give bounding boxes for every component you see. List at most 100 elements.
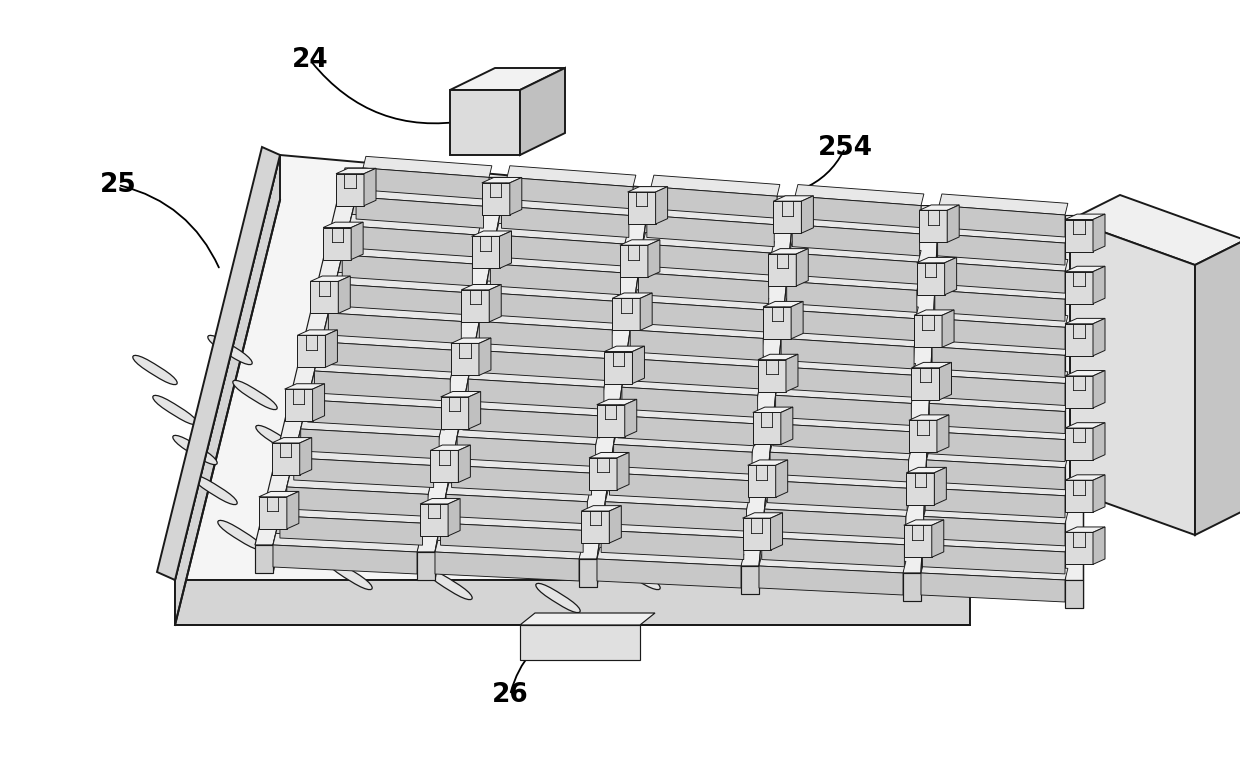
Polygon shape [935, 278, 1068, 299]
Polygon shape [765, 497, 909, 517]
Polygon shape [909, 420, 937, 452]
Polygon shape [639, 272, 769, 304]
Polygon shape [446, 494, 588, 523]
Polygon shape [417, 178, 507, 552]
Polygon shape [332, 391, 377, 420]
Polygon shape [208, 336, 252, 365]
Polygon shape [342, 255, 472, 286]
Polygon shape [618, 452, 629, 490]
Polygon shape [310, 282, 339, 314]
Polygon shape [255, 425, 300, 455]
Polygon shape [773, 412, 913, 432]
Polygon shape [300, 438, 311, 475]
Polygon shape [480, 321, 613, 352]
Polygon shape [936, 250, 1068, 271]
Polygon shape [801, 196, 813, 233]
Polygon shape [925, 477, 1068, 496]
Polygon shape [272, 438, 311, 443]
Polygon shape [627, 415, 672, 445]
Polygon shape [673, 505, 717, 535]
Polygon shape [792, 224, 920, 256]
Polygon shape [935, 291, 1065, 321]
Polygon shape [773, 423, 910, 454]
Polygon shape [926, 449, 1068, 468]
Polygon shape [1065, 475, 1105, 480]
Polygon shape [458, 436, 595, 466]
Polygon shape [351, 222, 363, 259]
Polygon shape [582, 511, 609, 543]
Polygon shape [507, 166, 636, 187]
Polygon shape [480, 310, 615, 330]
Polygon shape [929, 391, 1068, 411]
Polygon shape [937, 234, 1065, 265]
Polygon shape [786, 270, 920, 291]
Polygon shape [496, 224, 627, 244]
Polygon shape [294, 446, 436, 465]
Polygon shape [769, 254, 796, 286]
Polygon shape [308, 388, 448, 408]
Polygon shape [490, 264, 620, 295]
Polygon shape [784, 298, 919, 319]
Polygon shape [570, 470, 615, 500]
Polygon shape [548, 425, 593, 455]
Polygon shape [923, 545, 1065, 574]
Polygon shape [596, 559, 742, 588]
Polygon shape [937, 415, 949, 452]
Polygon shape [916, 262, 945, 295]
Polygon shape [273, 545, 417, 574]
Polygon shape [579, 187, 651, 559]
Polygon shape [935, 468, 946, 505]
Polygon shape [300, 429, 439, 459]
Polygon shape [919, 211, 947, 243]
Polygon shape [605, 502, 746, 531]
Polygon shape [942, 310, 954, 347]
Polygon shape [342, 243, 475, 264]
Polygon shape [923, 533, 1068, 552]
Polygon shape [466, 450, 510, 480]
Polygon shape [450, 90, 520, 155]
Polygon shape [775, 384, 914, 404]
Polygon shape [420, 498, 460, 504]
Polygon shape [420, 504, 448, 536]
Polygon shape [911, 362, 951, 368]
Polygon shape [324, 227, 351, 259]
Polygon shape [339, 276, 350, 314]
Polygon shape [921, 205, 939, 601]
Polygon shape [315, 359, 453, 379]
Polygon shape [1065, 423, 1105, 428]
Polygon shape [769, 249, 808, 254]
Polygon shape [934, 307, 1068, 327]
Polygon shape [280, 504, 425, 523]
Polygon shape [378, 481, 422, 510]
Polygon shape [753, 407, 792, 413]
Polygon shape [743, 513, 782, 518]
Polygon shape [312, 384, 325, 421]
Polygon shape [924, 505, 1068, 524]
Polygon shape [280, 516, 423, 546]
Polygon shape [795, 196, 921, 227]
Polygon shape [790, 241, 921, 262]
Polygon shape [284, 384, 325, 389]
Polygon shape [932, 335, 1068, 356]
Polygon shape [936, 262, 1065, 293]
Polygon shape [273, 533, 420, 552]
Polygon shape [1092, 214, 1105, 252]
Polygon shape [418, 360, 463, 390]
Polygon shape [308, 400, 445, 430]
Polygon shape [1065, 266, 1105, 272]
Polygon shape [365, 169, 376, 206]
Polygon shape [781, 407, 792, 445]
Text: 254: 254 [817, 135, 873, 161]
Polygon shape [430, 445, 470, 450]
Polygon shape [926, 460, 1065, 490]
Polygon shape [501, 206, 629, 237]
Polygon shape [324, 222, 363, 227]
Polygon shape [931, 520, 944, 557]
Polygon shape [1070, 195, 1240, 265]
Polygon shape [485, 293, 616, 324]
Polygon shape [759, 566, 903, 595]
Polygon shape [327, 560, 372, 590]
Polygon shape [614, 445, 753, 475]
Polygon shape [748, 460, 787, 465]
Polygon shape [450, 68, 565, 90]
